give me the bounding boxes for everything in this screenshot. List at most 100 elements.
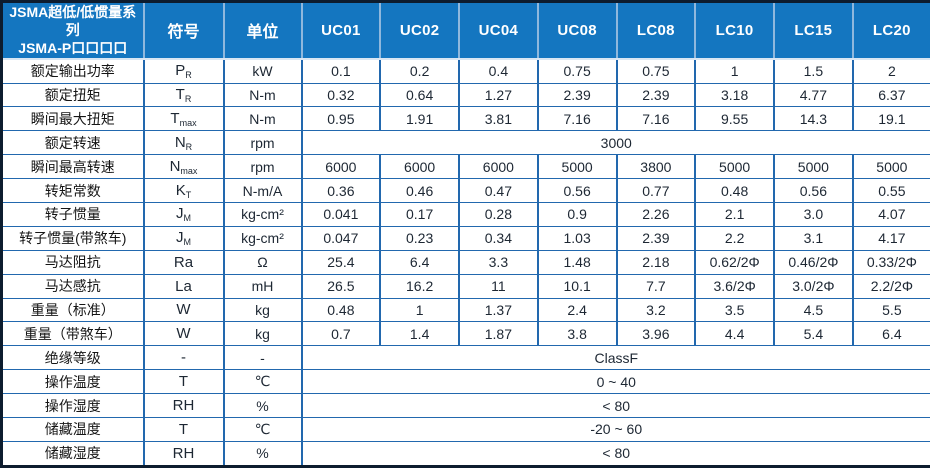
value-cell: 1.37: [458, 297, 539, 323]
symbol-base: Ra: [173, 253, 194, 271]
spec-table-body: 额定输出功率 PR kW 0.1 0.2 0.4 0.75 0.75 1 1.5 2 额定扭矩 TR N-…: [0, 58, 930, 468]
table-row: 转子惯量(带煞车) JM kg-cm² 0.047 0.23 0.34 1.03 2.39 2.…: [0, 225, 930, 251]
row-label: 额定转速: [0, 130, 145, 156]
value-cell: 0.48: [300, 297, 382, 323]
row-label: 马达感抗: [0, 273, 145, 299]
symbol-cell: -: [142, 345, 225, 371]
symbol-subscript: T: [185, 189, 192, 200]
symbol-subscript: max: [180, 165, 198, 176]
value-cell: 1.27: [458, 82, 539, 108]
symbol-cell: Nmax: [142, 154, 225, 180]
value-cell: 0.4: [458, 58, 539, 84]
symbol-cell: T: [142, 369, 225, 395]
row-label: 储藏温度: [0, 416, 145, 442]
value-cell: 4.77: [773, 82, 854, 108]
table-row: 绝缘等级 - - ClassF: [0, 345, 930, 371]
value-cell: 5000: [536, 154, 618, 180]
row-label: 瞬间最大扭矩: [0, 106, 145, 132]
unit-cell: -: [222, 345, 303, 371]
value-cell: 0.041: [300, 201, 382, 227]
value-cell: 1.87: [458, 321, 539, 347]
row-label: 转矩常数: [0, 178, 145, 203]
row-label: 绝缘等级: [0, 345, 145, 371]
unit-cell: rpm: [222, 130, 303, 156]
value-cell: 14.3: [773, 106, 854, 132]
table-row: 马达感抗 La mH 26.5 16.2 11 10.1 7.7 3.6/2Φ 3.0/2Φ 2.2…: [0, 273, 930, 299]
symbol-subscript: R: [184, 93, 192, 104]
value-cell: 3.2: [615, 297, 697, 323]
symbol-cell: T: [142, 416, 225, 442]
value-cell: 19.1: [851, 106, 930, 132]
value-cell: 3.0: [773, 201, 854, 227]
unit-cell: kg-cm²: [222, 225, 303, 251]
symbol-subscript: M: [183, 237, 192, 248]
symbol-base: W: [176, 301, 191, 319]
value-cell: 0.95: [300, 106, 382, 132]
value-cell: 6000: [379, 154, 460, 180]
symbol-cell: RH: [142, 440, 225, 468]
unit-cell: kW: [222, 58, 303, 84]
symbol-subscript: R: [185, 70, 192, 81]
value-cell: 2.2/2Φ: [851, 273, 930, 299]
column-header-model-uc02: UC02: [379, 0, 460, 60]
value-cell: 0.56: [536, 178, 618, 203]
value-cell: 3.3: [458, 249, 539, 275]
value-cell: 2.4: [536, 297, 618, 323]
value-cell: 1.91: [379, 106, 460, 132]
value-cell: 7.16: [615, 106, 697, 132]
column-header-unit: 单位: [222, 0, 303, 60]
value-cell: 0.2: [379, 58, 460, 84]
value-cell: 0.56: [773, 178, 854, 203]
symbol-cell: PR: [142, 58, 225, 84]
table-row: 转矩常数 KT N-m/A 0.36 0.46 0.47 0.56 0.77 0.48 0.56 0…: [0, 178, 930, 203]
value-cell: 6.4: [379, 249, 460, 275]
value-cell: 0.48: [694, 178, 775, 203]
row-label: 马达阻抗: [0, 249, 145, 275]
merged-value-cell: 0 ~ 40: [300, 369, 930, 395]
table-row: 操作温度 T ℃ 0 ~ 40: [0, 369, 930, 395]
value-cell: 0.64: [379, 82, 460, 108]
value-cell: 5.5: [851, 297, 930, 323]
value-cell: 3.1: [773, 225, 854, 251]
column-header-model-uc08: UC08: [536, 0, 618, 60]
row-label: 储藏湿度: [0, 440, 145, 468]
value-cell: 0.28: [458, 201, 539, 227]
value-cell: 16.2: [379, 273, 460, 299]
value-cell: 4.4: [694, 321, 775, 347]
value-cell: 25.4: [300, 249, 382, 275]
row-label: 重量（标准）: [0, 297, 145, 323]
column-header-model-uc01: UC01: [300, 0, 382, 60]
merged-value-cell: < 80: [300, 440, 930, 468]
merged-value-cell: < 80: [300, 393, 930, 418]
value-cell: 0.34: [458, 225, 539, 251]
column-header-model-lc20: LC20: [851, 0, 930, 60]
value-cell: 0.75: [536, 58, 618, 84]
value-cell: 10.1: [536, 273, 618, 299]
symbol-base: N: [169, 157, 181, 175]
value-cell: 5000: [694, 154, 775, 180]
value-cell: 4.17: [851, 225, 930, 251]
row-label: 额定扭矩: [0, 82, 145, 108]
symbol-cell: W: [142, 297, 225, 323]
value-cell: 2.18: [615, 249, 697, 275]
symbol-cell: TR: [142, 82, 225, 108]
value-cell: 0.36: [300, 178, 382, 203]
symbol-base: K: [175, 181, 186, 199]
value-cell: 26.5: [300, 273, 382, 299]
value-cell: 0.46/2Φ: [773, 249, 854, 275]
value-cell: 2: [851, 58, 930, 84]
symbol-base: J: [176, 205, 184, 223]
symbol-cell: La: [142, 273, 225, 299]
table-row: 瞬间最大扭矩 Tmax N-m 0.95 1.91 3.81 7.16 7.16 9.55 14.…: [0, 106, 930, 132]
value-cell: 7.16: [536, 106, 618, 132]
symbol-base: RH: [172, 397, 195, 415]
value-cell: 0.17: [379, 201, 460, 227]
symbol-base: T: [178, 420, 189, 438]
table-row: 额定扭矩 TR N-m 0.32 0.64 1.27 2.39 2.39 3.18 4.77 6.3…: [0, 82, 930, 108]
unit-cell: mH: [222, 273, 303, 299]
table-row: 储藏湿度 RH% < 80: [0, 440, 930, 468]
value-cell: 0.7: [300, 321, 382, 347]
value-cell: 2.1: [694, 201, 775, 227]
symbol-cell: W: [142, 321, 225, 347]
